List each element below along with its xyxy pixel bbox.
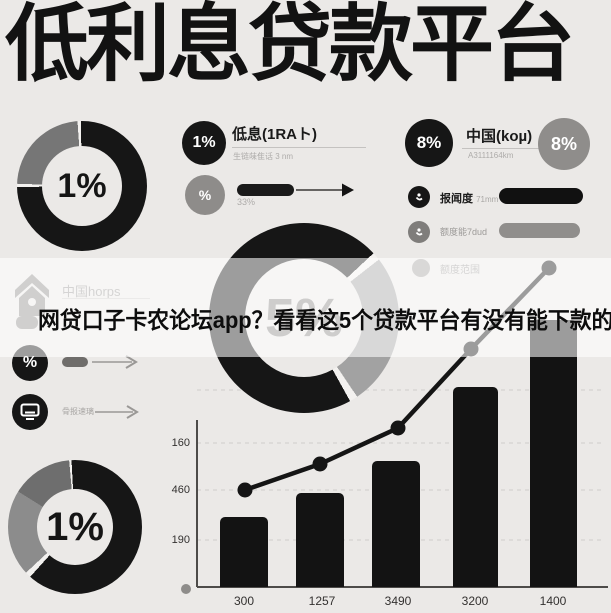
divider bbox=[232, 147, 366, 148]
panel-subtitle-mid: 生链菋隹话 3 nm bbox=[233, 152, 294, 161]
rate-badge-gray-right: 8% bbox=[538, 118, 590, 170]
donut-center-label: 1% bbox=[57, 166, 107, 205]
rate-badge-black-right: 8% bbox=[405, 119, 453, 167]
x-tick-label: 3200 bbox=[461, 594, 489, 608]
legend-row-1-text: 报闻度 bbox=[440, 193, 473, 205]
arrow-right-icon bbox=[95, 405, 139, 419]
panel-subtitle-right: A3111164km bbox=[468, 151, 514, 160]
donut-chart-bottom-left: 1% bbox=[8, 460, 142, 594]
x-tick-label: 1400 bbox=[539, 594, 567, 608]
y-tick-label: 190 bbox=[171, 534, 190, 546]
overlay-title: 网贷口子卡农论坛app？看看这5个贷款平台有没有能下款的 bbox=[38, 307, 611, 333]
arrow-right-icon bbox=[92, 355, 138, 369]
divider bbox=[462, 148, 586, 149]
donut-chart-top-left: 1% bbox=[17, 121, 147, 251]
x-tick-label: 3490 bbox=[384, 594, 412, 608]
bar bbox=[453, 387, 498, 587]
bar bbox=[530, 320, 577, 587]
clock-icon bbox=[408, 186, 430, 208]
bar-pill-black bbox=[499, 188, 583, 204]
panel-title-right: 中国(koµ) bbox=[466, 128, 533, 145]
clock-icon bbox=[408, 221, 430, 243]
y-tick-label: 460 bbox=[171, 484, 190, 496]
page-title: 低利息贷款平台 bbox=[5, 0, 575, 91]
percent-badge-gray: % bbox=[185, 175, 225, 215]
short-pill bbox=[62, 357, 88, 367]
bar bbox=[372, 461, 420, 587]
donut-center-label: 1% bbox=[46, 504, 104, 549]
legend-row-2-text: 额度能7dud bbox=[440, 227, 488, 237]
panel-title-mid: 低息(1RAト) bbox=[232, 126, 317, 143]
monitor-icon bbox=[12, 394, 48, 430]
rate-badge-black: 1% bbox=[182, 121, 226, 165]
monitor-label: 骨报速璃 bbox=[62, 407, 94, 416]
donut-hole bbox=[37, 489, 113, 565]
bar-pill-gray bbox=[499, 223, 580, 238]
x-tick-label: 1257 bbox=[308, 594, 336, 608]
bar bbox=[220, 517, 268, 587]
arrow-right-icon bbox=[296, 183, 354, 197]
donut-hole bbox=[42, 146, 122, 226]
x-tick-label: 300 bbox=[233, 594, 255, 608]
legend-row-1-suffix: 71mm bbox=[476, 195, 499, 204]
percent-note: 33% bbox=[237, 197, 256, 207]
y-tick-label: 160 bbox=[171, 437, 190, 449]
legend-row-label: 报闻度 71mm bbox=[440, 190, 498, 206]
progress-pill bbox=[237, 184, 294, 196]
bar bbox=[296, 493, 344, 587]
